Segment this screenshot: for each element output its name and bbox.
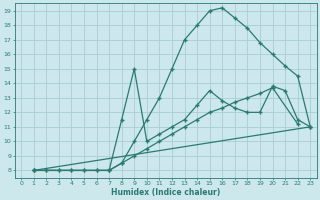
- X-axis label: Humidex (Indice chaleur): Humidex (Indice chaleur): [111, 188, 220, 197]
